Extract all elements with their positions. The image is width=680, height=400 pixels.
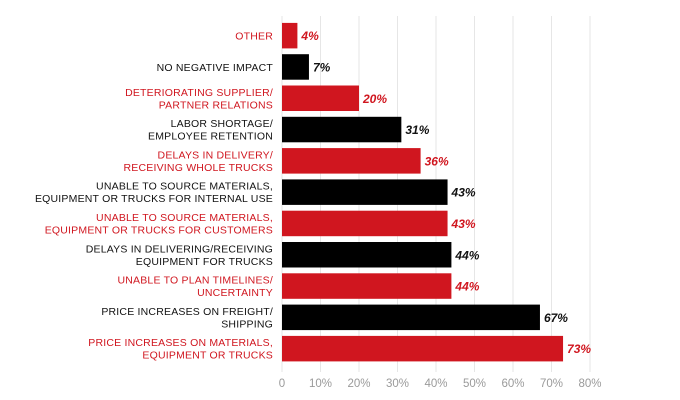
value-label: 4% [300,29,319,43]
bar [282,148,421,174]
value-label: 44% [454,280,479,294]
value-label: 43% [451,186,476,200]
category-label: RECEIVING WHOLE TRUCKS [124,162,273,174]
x-tick-label: 60% [501,378,524,390]
value-label: 20% [362,92,387,106]
bar [282,242,452,268]
category-label: EQUIPMENT OR TRUCKS [142,350,273,362]
value-label: 67% [544,311,568,325]
bar [282,54,309,80]
category-label: DELAYS IN DELIVERING/RECEIVING [86,243,273,255]
value-label: 73% [567,342,591,356]
value-label: 44% [454,248,479,262]
category-label: LABOR SHORTAGE/ [171,118,273,130]
bars [282,22,564,362]
category-label: PARTNER RELATIONS [159,99,273,111]
x-tick-label: 0 [279,378,285,390]
category-label: PRICE INCREASES ON MATERIALS, [88,337,273,349]
x-tick-label: 70% [540,378,563,390]
bar [282,304,540,331]
category-labels: OTHER NO NEGATIVE IMPACT DETERIORATING SUP… [35,30,273,361]
value-label: 31% [405,123,429,137]
value-labels: 4% 7% 20% 31% 36% 43% 43% 44% 44% 67% 73% [300,29,591,356]
category-label: EQUIPMENT OR TRUCKS FOR CUSTOMERS [45,225,273,237]
x-tick-label: 10% [309,378,332,390]
x-axis-ticks: 0 10% 20% 30% 40% 50% 60% 70% 80% [279,378,602,390]
value-label: 43% [451,217,476,231]
bar [282,210,448,237]
x-tick-label: 20% [347,378,370,390]
bar [282,116,402,143]
bar [282,85,359,111]
category-label: EQUIPMENT FOR TRUCKS [136,256,273,268]
x-tick-label: 30% [386,378,409,390]
category-label: NO NEGATIVE IMPACT [157,62,274,74]
bar [282,179,448,205]
category-label: OTHER [235,30,273,42]
value-label: 36% [425,154,449,168]
category-label: PRICE INCREASES ON FREIGHT/ [101,306,273,318]
x-tick-label: 40% [424,378,447,390]
x-tick-label: 80% [578,378,601,390]
category-label: UNCERTAINTY [197,287,273,299]
category-label: UNABLE TO PLAN TIMELINES/ [117,275,273,287]
category-label: DELAYS IN DELIVERY/ [158,149,273,161]
category-label: UNABLE TO SOURCE MATERIALS, [96,181,273,193]
bar [282,335,564,362]
x-tick-label: 50% [463,378,486,390]
category-label: DETERIORATING SUPPLIER/ [125,87,273,99]
bar [282,22,298,49]
value-label: 7% [313,60,331,74]
category-label: SHIPPING [221,318,273,330]
category-label: EMPLOYEE RETENTION [148,131,273,143]
bar [282,273,452,299]
category-label: UNABLE TO SOURCE MATERIALS, [96,212,273,224]
category-label: EQUIPMENT OR TRUCKS FOR INTERNAL USE [35,193,273,205]
